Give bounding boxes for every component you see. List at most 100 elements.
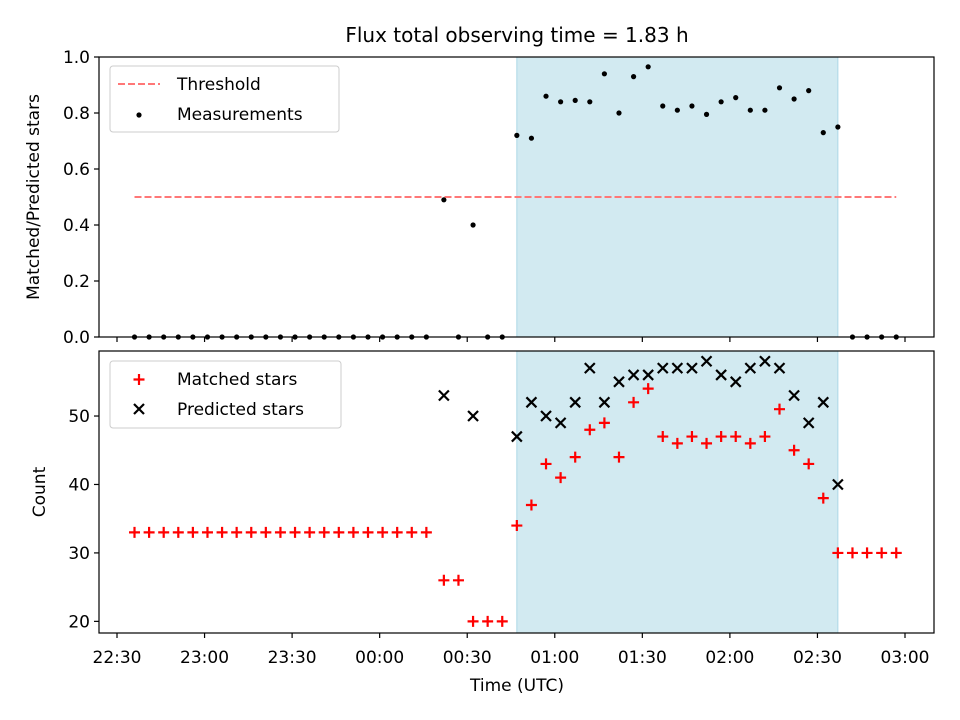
measurement-point xyxy=(572,97,578,103)
matched-star-marker xyxy=(701,437,713,449)
matched-star-marker xyxy=(613,451,625,463)
matched-star-marker xyxy=(391,526,403,538)
matched-star-marker xyxy=(467,615,479,627)
x-tick-label: 03:00 xyxy=(881,648,930,668)
bottom-y-tick-label: 30 xyxy=(68,544,90,564)
matched-star-marker xyxy=(759,431,771,443)
matched-star-marker xyxy=(438,574,450,586)
matched-star-marker xyxy=(158,526,170,538)
measurement-point xyxy=(528,135,535,141)
predicted-star-marker xyxy=(832,478,844,491)
matched-star-marker xyxy=(642,383,654,395)
matched-star-marker xyxy=(774,403,786,415)
predicted-stars-layer xyxy=(438,355,844,491)
bottom-y-axis-label: Count xyxy=(30,466,50,517)
measurement-point xyxy=(441,197,447,203)
matched-star-marker xyxy=(496,615,508,627)
predicted-star-marker xyxy=(598,396,611,409)
matched-star-marker xyxy=(657,431,669,443)
predicted-star-marker xyxy=(802,417,815,429)
predicted-star-marker xyxy=(613,376,625,388)
predicted-star-marker xyxy=(525,396,538,409)
observing-window-span xyxy=(516,350,839,634)
matched-star-marker xyxy=(304,526,316,538)
measurement-point xyxy=(820,130,826,136)
measurement-point xyxy=(762,107,768,113)
predicted-star-marker xyxy=(773,362,786,374)
x-tick-label: 01:30 xyxy=(618,648,667,668)
chart-title: Flux total observing time = 1.83 h xyxy=(345,23,688,47)
matched-star-marker xyxy=(420,526,432,538)
matched-star-marker xyxy=(744,437,756,449)
measurement-point xyxy=(558,99,564,105)
matched-star-marker xyxy=(452,574,464,586)
matched-star-marker xyxy=(245,526,257,538)
matched-star-marker xyxy=(628,396,640,408)
matched-star-marker xyxy=(788,444,800,456)
bottom-legend-box xyxy=(109,360,342,429)
matched-star-marker xyxy=(362,526,374,538)
predicted-star-marker xyxy=(671,362,684,374)
bottom-y-tick-label: 20 xyxy=(68,612,90,632)
top-panel: 0.0 0.2 0.4 0.6 0.8 1.0 Matched/Predicted sta… xyxy=(24,48,935,348)
matched-star-marker xyxy=(377,526,389,538)
predicted-star-marker xyxy=(569,396,581,409)
measurement-point xyxy=(791,96,797,102)
matched-star-marker xyxy=(832,547,844,559)
x-tick-label: 02:00 xyxy=(705,648,754,668)
legend-threshold-label: Threshold xyxy=(176,75,261,95)
legend-predicted-label: Predicted stars xyxy=(177,400,304,420)
measurement-point xyxy=(514,132,520,138)
matched-star-marker xyxy=(876,547,888,559)
x-tick-label: 02:30 xyxy=(793,648,842,668)
measurement-point xyxy=(660,103,666,109)
matched-star-marker xyxy=(274,526,286,538)
matched-stars-layer xyxy=(129,383,902,627)
measurement-point xyxy=(733,95,739,101)
bottom-observing-window-layer xyxy=(516,350,839,634)
measurement-point xyxy=(470,222,476,228)
top-y-axis: 0.0 0.2 0.4 0.6 0.8 1.0 xyxy=(63,48,99,348)
matched-star-marker xyxy=(231,526,243,538)
bottom-y-tick-label: 50 xyxy=(68,407,90,427)
matched-star-marker xyxy=(289,526,301,538)
measurement-point xyxy=(674,107,680,113)
measurement-point xyxy=(689,103,695,109)
predicted-star-marker xyxy=(788,389,800,402)
matched-star-marker xyxy=(482,615,494,627)
top-legend-box xyxy=(109,65,340,133)
predicted-star-marker xyxy=(438,389,450,402)
matched-star-marker xyxy=(555,472,567,484)
matched-star-marker xyxy=(584,424,596,436)
measurement-point xyxy=(587,99,593,105)
matched-star-marker xyxy=(715,431,727,443)
predicted-star-marker xyxy=(759,355,771,368)
predicted-star-marker xyxy=(554,417,567,429)
bottom-legend: Matched stars Predicted stars xyxy=(109,360,342,429)
matched-star-marker xyxy=(846,547,858,559)
matched-star-marker xyxy=(318,526,330,538)
x-tick-label: 00:00 xyxy=(355,648,404,668)
predicted-star-marker xyxy=(511,430,523,443)
top-y-tick-label: 0.2 xyxy=(63,272,90,292)
measurement-point xyxy=(835,124,841,130)
top-y-tick-label: 0.8 xyxy=(63,104,90,124)
top-x-ticks xyxy=(116,337,906,342)
matched-star-marker xyxy=(129,526,141,538)
legend-matched-swatch xyxy=(133,374,145,385)
top-y-tick-label: 0.6 xyxy=(63,160,90,180)
measurement-point xyxy=(776,85,783,91)
matched-star-marker xyxy=(511,520,523,532)
legend-measurements-label: Measurements xyxy=(177,105,303,125)
predicted-star-marker xyxy=(467,410,479,422)
predicted-star-marker xyxy=(627,369,640,381)
matched-star-marker xyxy=(861,547,873,559)
predicted-star-marker xyxy=(540,410,552,422)
legend-measurements-swatch xyxy=(136,112,142,118)
matched-star-marker xyxy=(333,526,345,538)
measurement-point xyxy=(703,111,710,117)
matched-star-marker xyxy=(686,431,698,443)
matched-star-marker xyxy=(187,526,199,538)
x-tick-label: 23:00 xyxy=(180,648,229,668)
